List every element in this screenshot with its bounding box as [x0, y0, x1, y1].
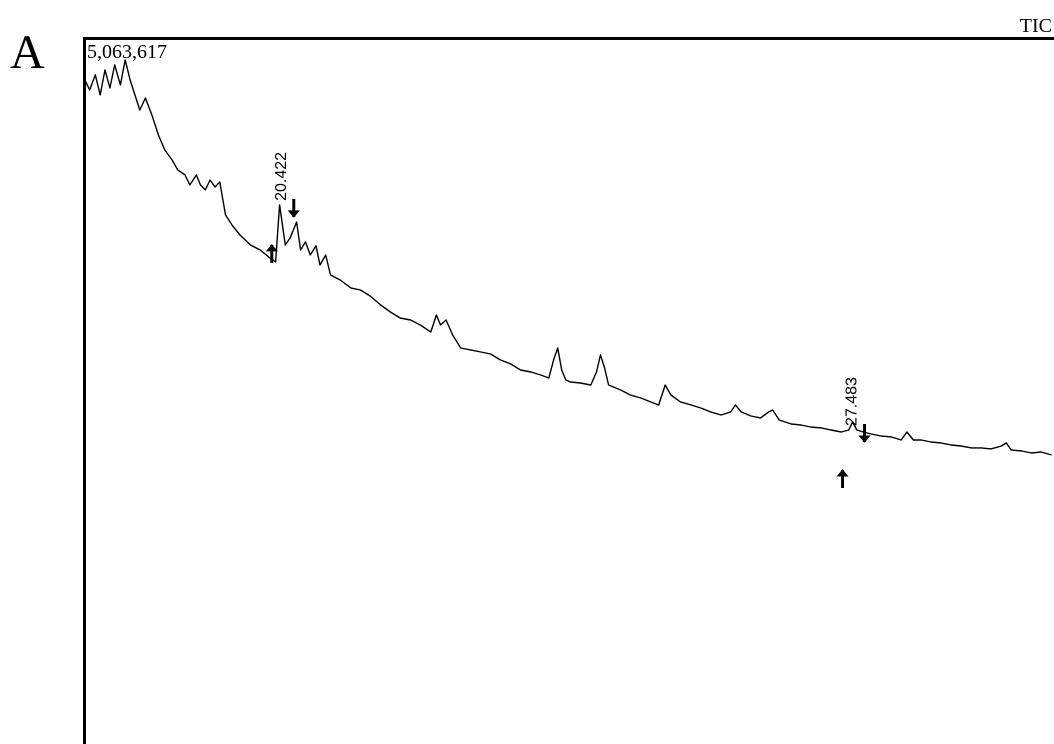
- chart-title: TIC: [1020, 15, 1052, 37]
- integration-arrow-head: [858, 435, 871, 443]
- peak-label: 27.483: [844, 377, 861, 426]
- integration-arrow-head: [265, 244, 278, 252]
- tic-trace: [84, 59, 1052, 456]
- panel-label: A: [10, 26, 45, 79]
- integration-arrow-head: [836, 469, 849, 477]
- y-tick-label: 5,063,617: [87, 41, 167, 63]
- plot-frame: [83, 37, 1054, 744]
- integration-arrow-head: [287, 210, 300, 218]
- peak-label: 20.422: [273, 152, 290, 201]
